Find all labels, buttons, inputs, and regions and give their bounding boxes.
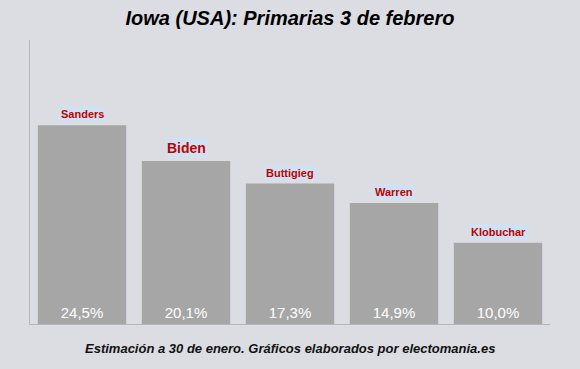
svg-text:Buttigieg: Buttigieg (266, 167, 314, 179)
svg-text:Klobuchar: Klobuchar (471, 226, 526, 238)
svg-text:Iowa (USA): Primarias 3 de feb: Iowa (USA): Primarias 3 de febrero (126, 7, 455, 29)
svg-text:14,9%: 14,9% (373, 304, 416, 321)
svg-text:Biden: Biden (167, 140, 206, 156)
svg-text:Estimación a 30 de enero. Gráf: Estimación a 30 de enero. Gráficos elabo… (85, 341, 495, 356)
svg-text:Warren: Warren (375, 186, 413, 198)
svg-text:20,1%: 20,1% (165, 304, 208, 321)
svg-text:Sanders: Sanders (61, 108, 104, 120)
svg-text:10,0%: 10,0% (477, 304, 520, 321)
svg-text:24,5%: 24,5% (61, 304, 104, 321)
svg-text:17,3%: 17,3% (269, 304, 312, 321)
